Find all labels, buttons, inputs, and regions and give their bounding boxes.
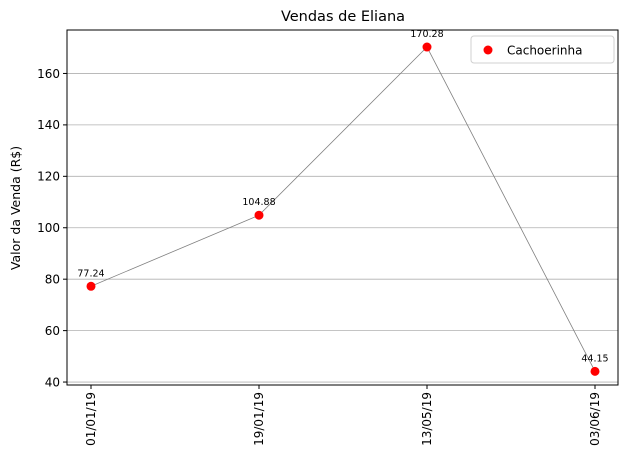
data-labels: 77.24 104.88 170.28 44.15: [77, 29, 608, 364]
data-label: 44.15: [581, 353, 608, 364]
y-tick-label: 140: [37, 118, 60, 132]
plot-frame: [66, 29, 619, 386]
legend-marker: [483, 45, 493, 55]
y-axis-label: Valor da Venda (R$): [8, 146, 23, 270]
x-tick-label: 19/01/19: [252, 392, 266, 446]
y-axis-ticks: 40 60 80 100 120 140 160: [37, 67, 67, 389]
x-tick-label: 03/06/19: [588, 392, 602, 446]
data-point: [86, 281, 96, 291]
data-points: [86, 42, 600, 376]
y-tick-label: 40: [45, 375, 60, 389]
y-tick-label: 80: [45, 272, 60, 286]
legend-label: Cachoerinha: [507, 44, 583, 58]
x-axis-ticks: 01/01/19 19/01/19 13/05/19 03/06/19: [84, 385, 602, 446]
data-point: [422, 42, 432, 52]
series-line: [90, 46, 596, 372]
y-tick-label: 100: [37, 221, 60, 235]
x-tick-label: 01/01/19: [84, 392, 98, 446]
legend-box: [470, 35, 615, 64]
legend: Cachoerinha: [470, 35, 615, 64]
chart-title: Vendas de Eliana: [281, 9, 405, 25]
y-tick-label: 120: [37, 170, 60, 184]
y-tick-label: 60: [45, 324, 60, 338]
data-label: 77.24: [77, 268, 104, 279]
x-tick-label: 13/05/19: [420, 392, 434, 446]
y-tick-label: 160: [37, 67, 60, 81]
series-polyline: [90, 46, 596, 372]
data-label: 104.88: [242, 197, 275, 208]
data-label: 170.28: [410, 29, 443, 40]
data-point: [590, 366, 600, 376]
data-point: [254, 210, 264, 220]
gridlines: [67, 73, 618, 383]
